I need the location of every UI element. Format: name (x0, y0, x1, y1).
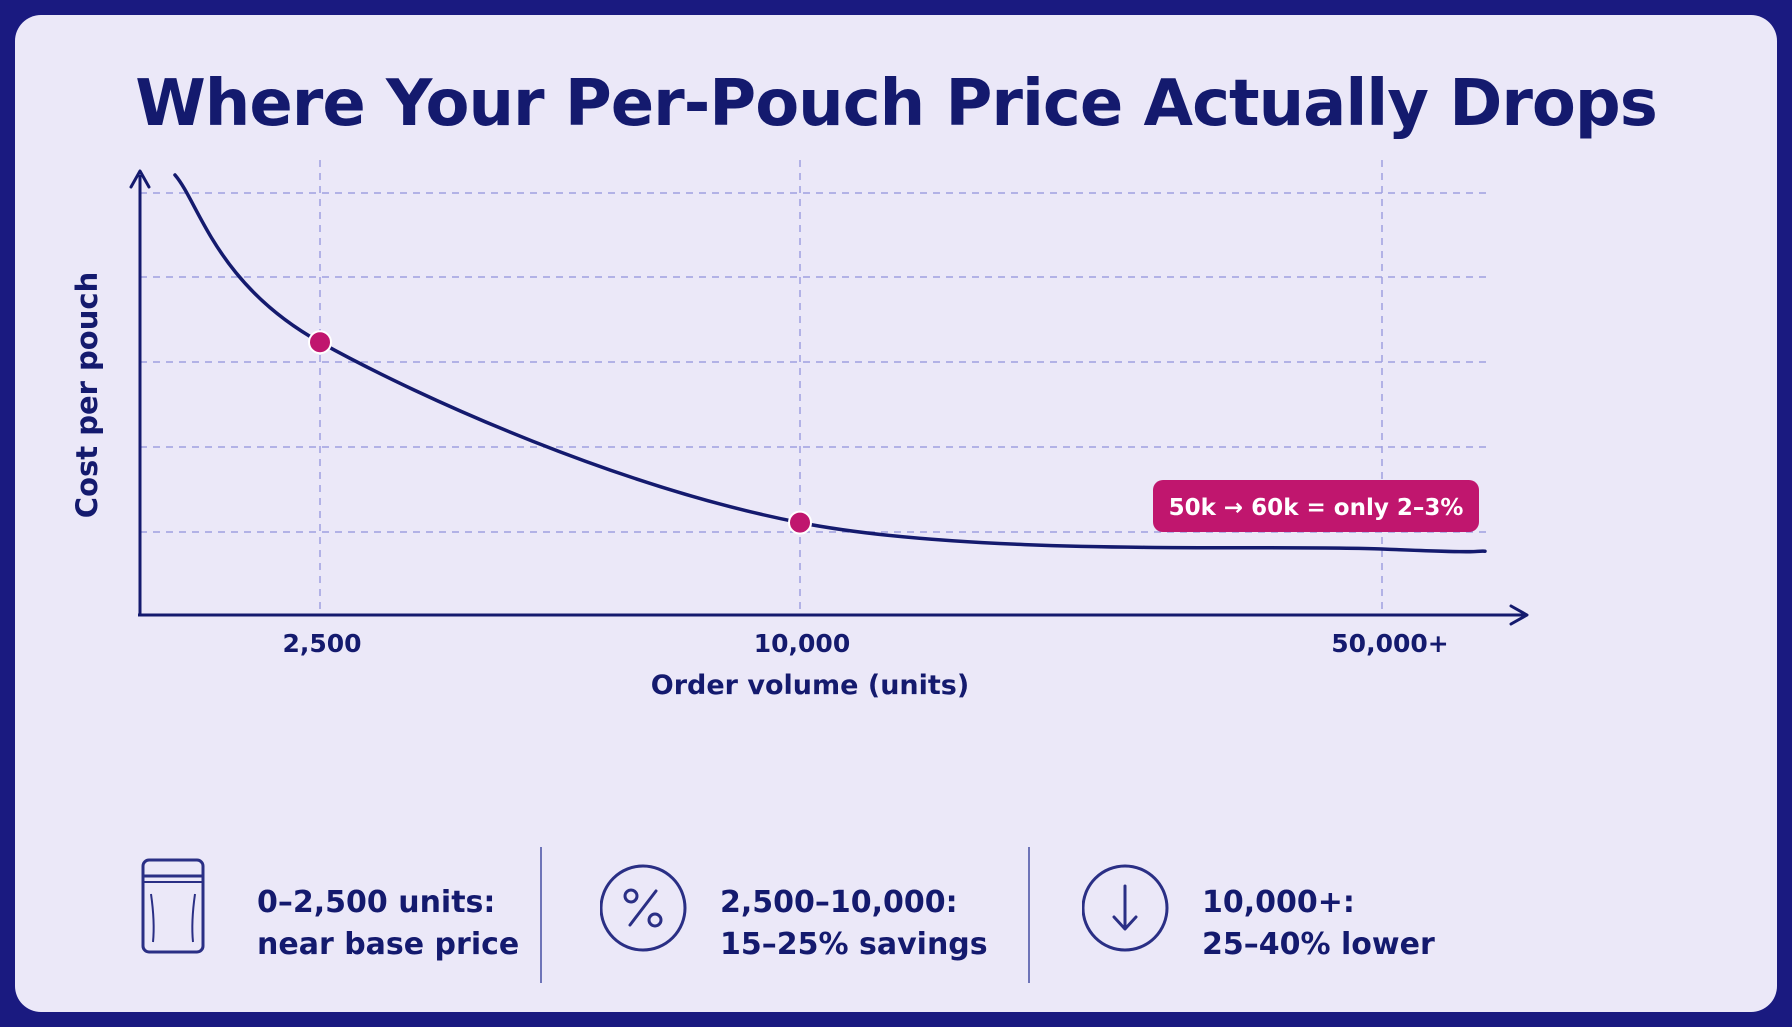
annotation-text: 50k → 60k = only 2–3% (1169, 495, 1464, 521)
x-tick-label: 50,000+ (1331, 629, 1448, 658)
y-axis-arrow (129, 169, 151, 189)
legend-line2: 15–25% savings (720, 927, 988, 962)
highlight-points (308, 330, 812, 535)
legend-divider (1028, 847, 1030, 983)
legend-line1: 10,000+: (1202, 885, 1355, 920)
infographic-card: Where Your Per-Pouch Price Actually Drop… (15, 15, 1777, 1012)
y-axis-label: Cost per pouch (70, 272, 104, 518)
legend-line2: 25–40% lower (1202, 927, 1435, 962)
x-axis-label: Order volume (units) (651, 670, 969, 701)
axes (129, 169, 1529, 626)
x-tick-label: 2,500 (282, 629, 361, 658)
legend-line1: 2,500–10,000: (720, 885, 958, 920)
down-arrow-icon (1082, 864, 1169, 952)
annotation-badge: 50k → 60k = only 2–3% (1153, 480, 1479, 532)
x-axis-arrow (1509, 604, 1529, 626)
legend-line2: near base price (257, 927, 520, 962)
x-tick-label: 10,000 (754, 629, 850, 658)
legend-line1: 0–2,500 units: (257, 885, 496, 920)
legend-divider (540, 847, 542, 983)
pouch-icon (141, 858, 205, 954)
percent-icon (600, 864, 687, 952)
x-tick-labels: 2,500 10,000 50,000+ (282, 629, 1448, 658)
chart-title: Where Your Per-Pouch Price Actually Drop… (135, 67, 1658, 141)
highlight-point (308, 330, 332, 355)
highlight-point (788, 510, 812, 535)
price-curve-chart: 2,500 10,000 50,000+ Order volume (units) … (70, 160, 1529, 701)
